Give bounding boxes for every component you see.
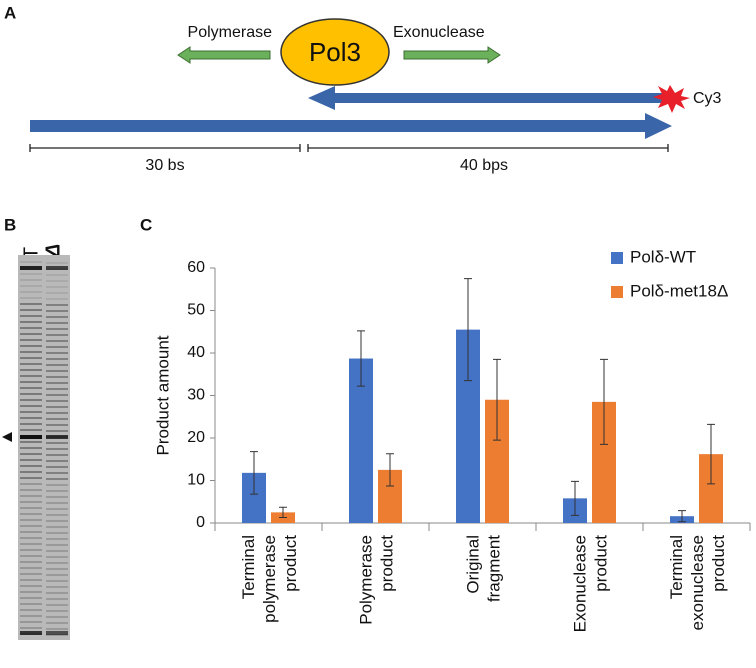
panel-label: C bbox=[140, 215, 152, 234]
error-bar bbox=[493, 358, 501, 441]
y-tick-label: 10 bbox=[187, 472, 205, 489]
cy3-star bbox=[653, 85, 690, 113]
y-tick-label: 40 bbox=[187, 344, 205, 361]
gel-band bbox=[20, 435, 42, 439]
legend-swatch bbox=[611, 286, 623, 298]
error-bar bbox=[357, 330, 365, 387]
panel-label: A bbox=[4, 3, 16, 22]
gel-arrow bbox=[2, 432, 12, 442]
y-tick-label: 60 bbox=[187, 259, 205, 276]
error-bar bbox=[279, 506, 287, 518]
error-bar bbox=[250, 451, 258, 495]
legend-swatch bbox=[611, 252, 623, 264]
panel-label: B bbox=[4, 215, 16, 234]
y-tick-label: 30 bbox=[187, 387, 205, 404]
template-strand bbox=[308, 86, 668, 110]
primer-strand bbox=[30, 113, 672, 139]
span-brackets bbox=[29, 144, 669, 152]
x-tick-label: polymerase bbox=[260, 535, 279, 623]
y-axis-label: Product amount bbox=[153, 335, 172, 455]
error-bar bbox=[707, 423, 715, 485]
gel-band bbox=[20, 266, 42, 270]
error-bar bbox=[464, 278, 472, 382]
gel-band bbox=[20, 631, 42, 635]
pol3-label: Pol3 bbox=[309, 37, 361, 67]
x-tick-label: product bbox=[709, 535, 728, 592]
gel-band bbox=[46, 266, 68, 270]
exonuclease-arrow bbox=[403, 46, 501, 64]
pol3-ellipse bbox=[280, 18, 390, 86]
x-tick-label: Exonuclease bbox=[570, 535, 589, 632]
gel-bands bbox=[20, 261, 68, 636]
cy3-label: Cy3 bbox=[693, 90, 722, 107]
y-tick-label: 20 bbox=[187, 429, 205, 446]
x-tick-label: Terminal bbox=[667, 535, 686, 599]
x-tick-label: product bbox=[591, 535, 610, 592]
x-tick-label: fragment bbox=[484, 535, 503, 602]
exonuclease-label: Exonuclease bbox=[393, 24, 485, 41]
x-tick-label: exonuclease bbox=[688, 535, 707, 630]
gel-band bbox=[46, 435, 68, 439]
polymerase-arrow bbox=[177, 46, 271, 64]
legend-label: Polδ-met18Δ bbox=[630, 281, 728, 300]
x-tick-label: product bbox=[281, 535, 300, 592]
x-tick-label: Polymerase bbox=[356, 535, 375, 625]
gel-band bbox=[46, 631, 68, 635]
error-bar bbox=[386, 453, 394, 487]
x-tick-label: Original bbox=[463, 535, 482, 594]
y-tick-label: 0 bbox=[196, 514, 205, 531]
span-label: 30 bs bbox=[145, 157, 184, 174]
error-bar bbox=[571, 480, 579, 516]
error-bar bbox=[678, 510, 686, 523]
y-tick-label: 50 bbox=[187, 302, 205, 319]
x-tick-label: Terminal bbox=[239, 535, 258, 599]
polymerase-label: Polymerase bbox=[188, 24, 273, 41]
error-bar bbox=[600, 358, 608, 445]
span-label: 40 bps bbox=[460, 157, 508, 174]
x-tick-label: product bbox=[377, 535, 396, 592]
legend-label: Polδ-WT bbox=[630, 247, 696, 266]
